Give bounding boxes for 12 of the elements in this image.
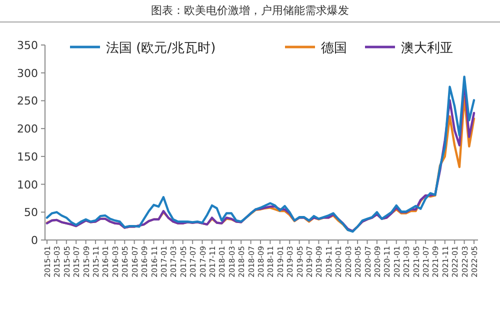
legend-label: 德国	[321, 41, 347, 56]
y-tick-label: 0	[31, 234, 38, 247]
y-tick-label: 150	[17, 150, 38, 164]
y-tick-label: 300	[17, 66, 38, 80]
legend-label: 澳大利亚	[401, 41, 453, 56]
y-tick-label: 250	[17, 94, 38, 108]
y-tick-label: 350	[17, 39, 38, 52]
y-tick-label: 100	[17, 178, 38, 192]
legend-label: 法国 (欧元/兆瓦时)	[106, 41, 216, 56]
y-tick-label: 200	[17, 122, 38, 136]
chart-title: 图表：欧美电价激增，户用储能需求爆发	[151, 4, 349, 17]
y-tick-label: 50	[24, 206, 38, 220]
